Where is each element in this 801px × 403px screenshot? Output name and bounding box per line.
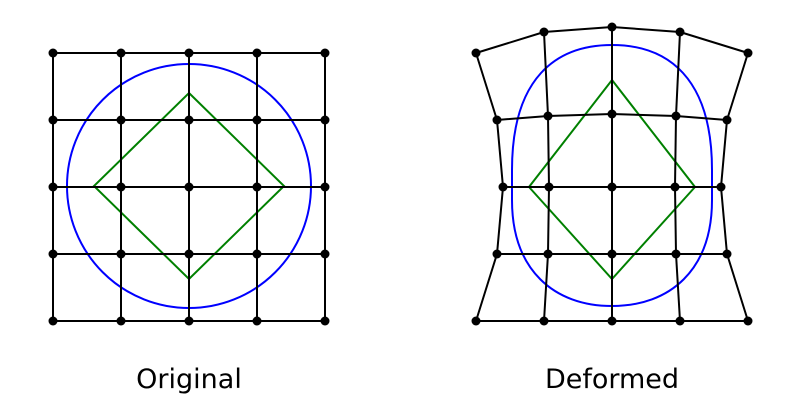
grid-node: [184, 249, 194, 259]
grid-line-vertical: [726, 253, 749, 322]
grid-line-vertical: [543, 31, 549, 117]
grid-node: [743, 48, 753, 58]
grid-node: [320, 182, 330, 192]
grid-node: [48, 48, 58, 58]
grid-line-vertical: [496, 186, 504, 255]
grid-line-vertical: [720, 186, 728, 255]
grid-node: [320, 316, 330, 326]
grid-node: [320, 249, 330, 259]
grid-node: [48, 249, 58, 259]
grid-node: [675, 27, 685, 37]
grid-node: [184, 115, 194, 125]
grid-line-horizontal: [611, 113, 677, 117]
grid-line-vertical: [675, 253, 681, 322]
grid-line-vertical: [547, 186, 550, 255]
grid-node: [722, 249, 732, 259]
grid-line-vertical: [675, 31, 681, 117]
grid-node: [539, 316, 549, 326]
grid-node: [116, 316, 126, 326]
grid-node: [743, 316, 753, 326]
grid-line-vertical: [674, 115, 677, 188]
grid-node: [48, 316, 58, 326]
grid-node: [252, 182, 262, 192]
grid-node: [252, 316, 262, 326]
grid-node: [675, 316, 685, 326]
grid-node: [116, 115, 126, 125]
grid-line-horizontal: [496, 115, 549, 121]
original-label: Original: [136, 364, 242, 395]
deformed-label: Deformed: [545, 364, 679, 395]
grid-node: [471, 316, 481, 326]
grid-node: [670, 182, 680, 192]
grid-line-vertical: [547, 115, 550, 188]
grid-node: [184, 48, 194, 58]
grid-line-vertical: [475, 253, 498, 322]
grid-node: [607, 182, 617, 192]
grid-node: [252, 249, 262, 259]
grid-line-vertical: [674, 186, 677, 255]
grid-node: [722, 115, 732, 125]
grid-node: [320, 48, 330, 58]
grid-line-vertical: [475, 52, 498, 121]
grid-line-horizontal: [675, 115, 728, 121]
grid-node: [48, 115, 58, 125]
grid-node: [607, 316, 617, 326]
grid-node: [116, 182, 126, 192]
grid-node: [671, 249, 681, 259]
grid-node: [607, 249, 617, 259]
grid-node: [184, 316, 194, 326]
grid-node: [543, 249, 553, 259]
grid-node: [498, 182, 508, 192]
grid-node: [320, 115, 330, 125]
original-panel: [48, 48, 330, 326]
grid-node: [48, 182, 58, 192]
grid-line-horizontal: [475, 31, 545, 54]
grid-line-horizontal: [611, 26, 681, 33]
grid-node: [492, 249, 502, 259]
grid-node: [116, 249, 126, 259]
grid-node: [607, 109, 617, 119]
grid-node: [492, 115, 502, 125]
grid-node: [252, 48, 262, 58]
grid-line-vertical: [543, 253, 549, 322]
grid-line-vertical: [496, 119, 504, 188]
grid-line-horizontal: [679, 31, 749, 54]
grid-node: [252, 115, 262, 125]
grid-node: [116, 48, 126, 58]
grid-node: [184, 182, 194, 192]
grid-node: [471, 48, 481, 58]
grid-node: [543, 111, 553, 121]
grid-node: [671, 111, 681, 121]
grid-line-vertical: [720, 119, 728, 188]
grid-line-horizontal: [547, 113, 613, 117]
grid-node: [716, 182, 726, 192]
grid-node: [539, 27, 549, 37]
grid-line-vertical: [726, 52, 749, 121]
grid-line-horizontal: [543, 26, 613, 33]
grid-node: [607, 22, 617, 32]
grid-node: [544, 182, 554, 192]
deformed-panel: [471, 22, 753, 326]
